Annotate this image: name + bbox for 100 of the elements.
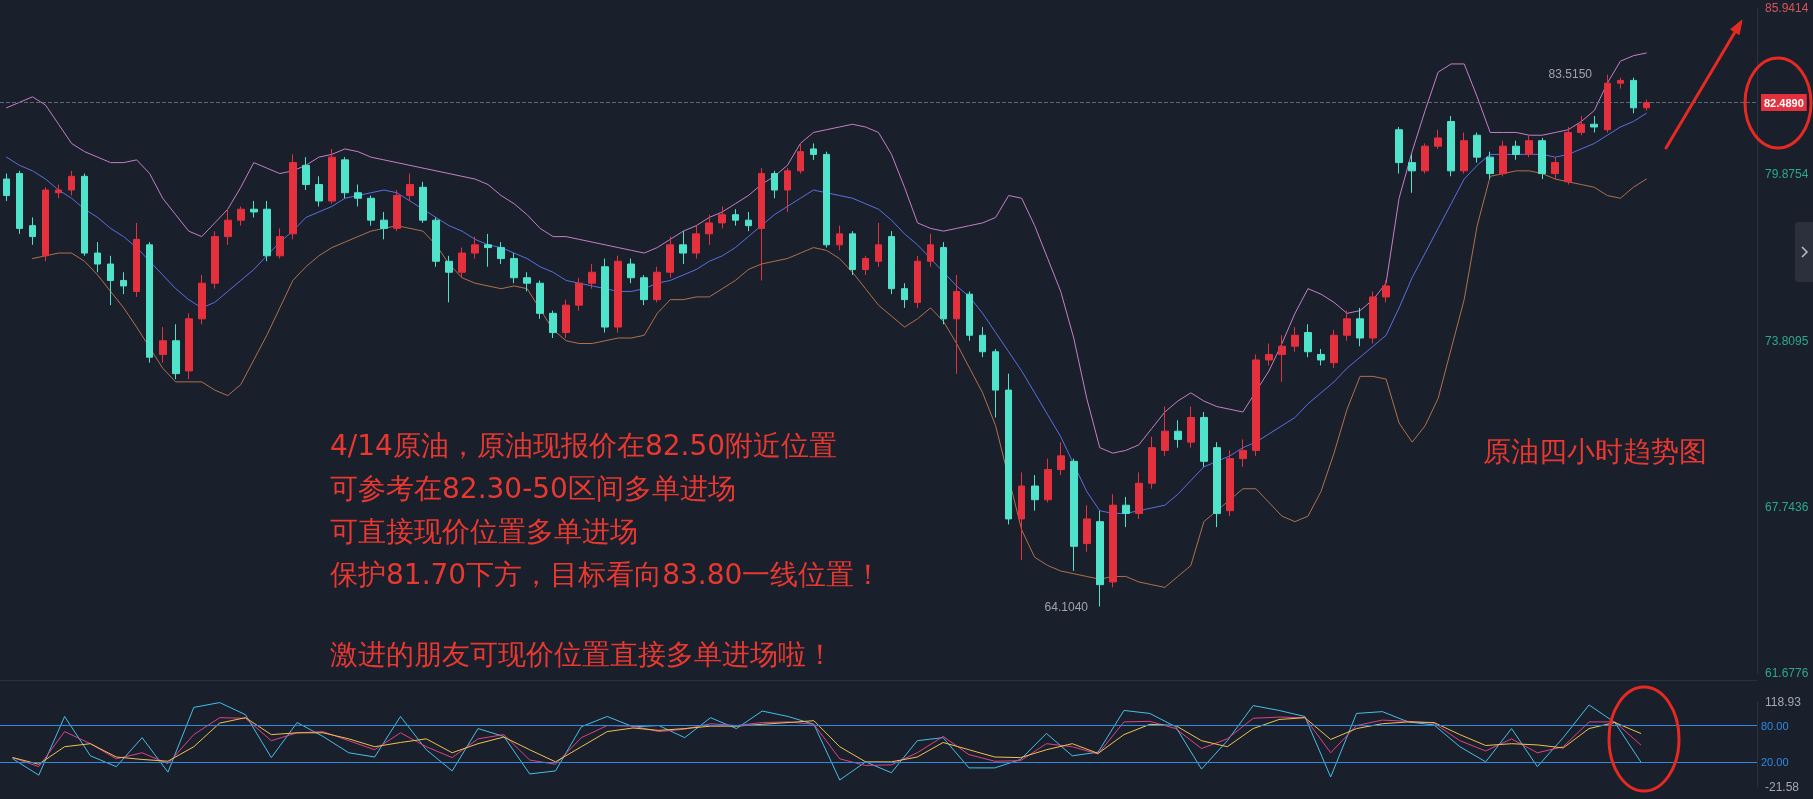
candlestick [55,184,62,199]
candlestick [1643,99,1650,112]
candlestick [1604,74,1611,133]
candlestick [653,266,661,303]
y-tick-label: 61.6776 [1765,666,1809,680]
candlestick [419,181,427,224]
candlestick [1447,115,1455,177]
candlestick [1564,126,1572,186]
candlestick [42,186,49,262]
candlestick [1122,496,1130,528]
candlestick [1408,153,1416,194]
candlestick [471,236,479,260]
candlestick [1473,131,1481,164]
candlestick [640,274,648,306]
candlestick [1317,348,1325,366]
candlestick [211,230,219,290]
candlestick [1395,126,1403,175]
candlestick [445,255,453,303]
candlestick [771,170,778,199]
candlestick [1460,131,1468,175]
candlestick [666,236,674,279]
annotation: 可参考在82.30-50区间多单进场 [330,471,736,505]
candlestick [198,274,206,325]
y-tick-label: -21.58 [1765,780,1800,794]
annotation: 83.5150 [1548,67,1593,81]
candlestick [810,142,817,161]
candlestick [614,255,622,334]
y-tick-label: 118.93 [1765,695,1802,709]
annotation: 64.1040 [1044,600,1089,614]
candlestick [276,227,284,260]
candlestick [1291,326,1299,353]
candlestick [81,173,88,257]
candlestick [302,156,310,191]
line-series [6,112,1647,514]
candlestick [16,170,23,235]
candlestick [1187,406,1195,449]
candlestick [862,255,869,276]
annotation: 保护81.70下方，目标看向83.80一线位置！ [330,557,883,591]
candlestick [1617,77,1624,90]
candlestick [1278,334,1286,383]
candlestick [172,323,180,380]
candlestick [354,184,362,207]
candlestick [940,241,947,325]
candlestick [315,175,323,207]
candlestick [1018,471,1025,561]
candlestick [146,241,153,364]
candlestick [705,214,713,246]
candlestick [3,173,10,202]
candlestick [406,173,414,202]
text: 原油四小时趋势图 [1483,434,1707,468]
ref-line-label: 82.4890 [1764,96,1804,109]
candlestick [549,310,557,339]
candlestick [784,167,791,213]
candlestick [1434,129,1442,150]
candlestick [107,255,114,306]
candlestick [1070,458,1078,572]
candlestick [627,258,635,284]
y-tick-label: 85.9414 [1765,1,1809,15]
candlestick [510,252,518,284]
line-series [12,702,1642,781]
candlestick [120,271,127,295]
candlestick [1356,307,1364,347]
candlestick [966,290,973,342]
candlestick [732,208,739,227]
candlestick [237,205,245,227]
candlestick [1512,140,1520,161]
candlestick [1239,438,1247,468]
candlestick [1265,343,1273,366]
candlestick [1213,441,1221,528]
candlestick [29,216,36,246]
candlestick [1330,329,1338,369]
candlestick [1252,353,1260,457]
candlestick [745,211,752,232]
candlestick [289,153,297,240]
y-tick-label: 79.8754 [1765,167,1809,182]
candlestick [588,263,596,290]
candlestick [1499,140,1507,177]
candlestick [159,326,167,364]
candlestick [185,312,193,380]
annotation: 可直接现价位置多单进场 [330,514,638,548]
candlestick [575,277,583,312]
candlestick [1486,151,1494,180]
candlestick [1577,115,1585,136]
candlestick [1096,510,1104,607]
candlestick [914,255,921,309]
candlestick [692,225,700,260]
candlestick [1421,142,1429,175]
candlestick [224,208,232,246]
candlestick [328,148,336,205]
candlestick [1109,493,1117,588]
candlestick [1369,290,1377,344]
ref-line-label: 80.00 [1761,719,1789,732]
candlestick [523,271,531,292]
candlestick [1161,406,1169,457]
y-tick-label: 73.8095 [1765,333,1809,348]
candlestick [341,156,349,199]
candlestick [94,241,101,273]
candlestick [979,326,986,358]
candlestick [536,279,544,320]
candlestick [888,230,895,295]
